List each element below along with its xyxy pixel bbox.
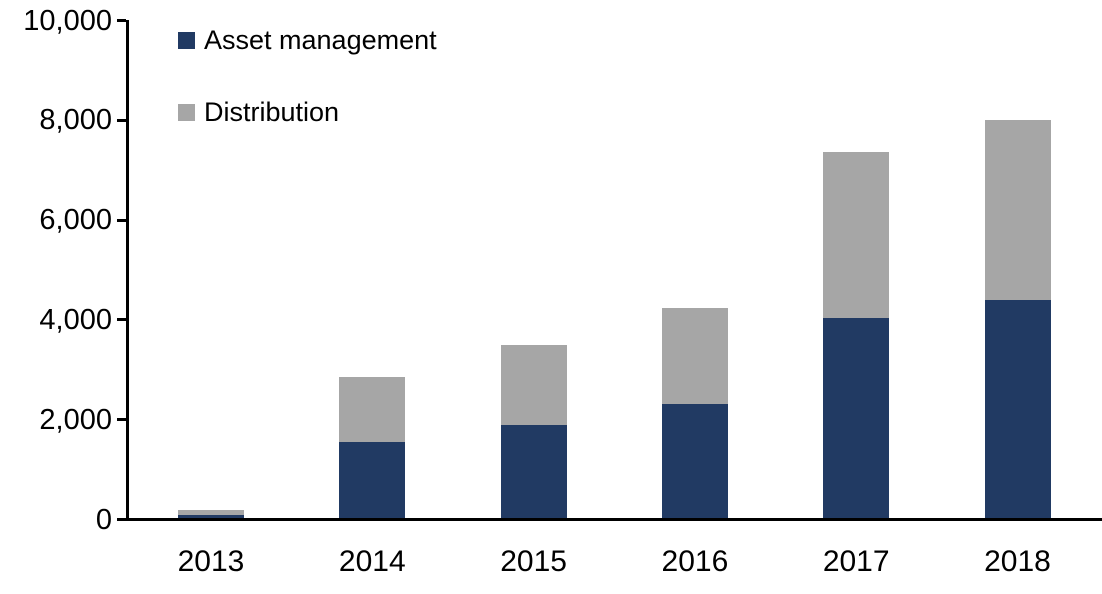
bar-2014-distribution bbox=[339, 376, 406, 443]
y-tick-2000 bbox=[117, 418, 126, 422]
bar-2013-asset-management bbox=[178, 514, 244, 520]
x-tick-label-2017: 2017 bbox=[822, 545, 890, 578]
x-tick-label-2016: 2016 bbox=[661, 545, 729, 578]
y-tick-label-6000: 6,000 bbox=[39, 204, 112, 237]
y-tick-label-0: 0 bbox=[95, 503, 112, 536]
y-tick-8000 bbox=[117, 118, 126, 122]
bar-2018-distribution bbox=[984, 120, 1051, 300]
bar-2015-distribution bbox=[500, 344, 567, 426]
y-tick-label-4000: 4,000 bbox=[39, 303, 112, 336]
x-tick-label-2013: 2013 bbox=[177, 545, 245, 578]
bar-2015-asset-management bbox=[500, 425, 567, 520]
bar-2017-distribution bbox=[823, 151, 890, 319]
bar-2016-asset-management bbox=[661, 404, 728, 520]
x-axis-line bbox=[117, 518, 1102, 521]
legend-swatch-distribution-icon bbox=[178, 103, 195, 121]
y-tick-4000 bbox=[117, 318, 126, 322]
y-tick-label-10000: 10,000 bbox=[23, 4, 112, 37]
bar-2018-asset-management bbox=[984, 299, 1051, 520]
legend: Asset management Distribution bbox=[178, 26, 437, 170]
legend-item-distribution: Distribution bbox=[178, 98, 437, 126]
y-tick-label-8000: 8,000 bbox=[39, 104, 112, 137]
y-tick-10000 bbox=[117, 19, 126, 22]
y-tick-6000 bbox=[117, 218, 126, 222]
bar-2017-asset-management bbox=[823, 318, 890, 520]
legend-swatch-asset-management-icon bbox=[178, 31, 195, 49]
x-tick-label-2014: 2014 bbox=[338, 545, 406, 578]
x-tick-label-2015: 2015 bbox=[500, 545, 567, 578]
y-axis-line bbox=[126, 20, 129, 521]
legend-label-distribution: Distribution bbox=[204, 97, 340, 127]
bar-2016-distribution bbox=[661, 307, 728, 405]
y-tick-label-2000: 2,000 bbox=[39, 403, 112, 436]
legend-item-asset-management: Asset management bbox=[178, 26, 437, 54]
bar-2013-distribution bbox=[178, 510, 244, 515]
x-tick-label-2018: 2018 bbox=[984, 545, 1051, 578]
legend-label-asset-management: Asset management bbox=[204, 25, 437, 55]
bar-2014-asset-management bbox=[339, 442, 406, 520]
